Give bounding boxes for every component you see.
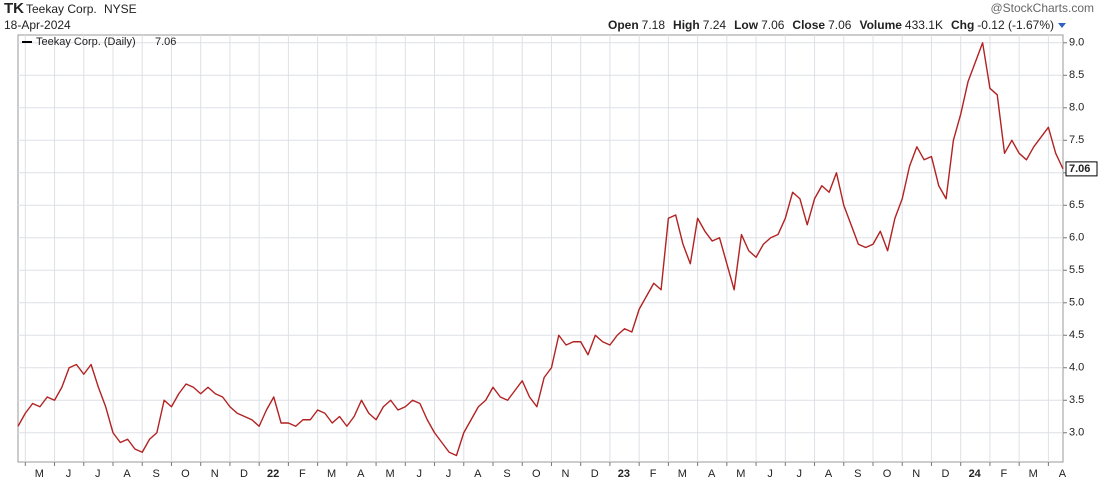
x-tick-label: M <box>385 468 394 480</box>
x-tick-label: N <box>912 468 920 480</box>
x-tick-label: A <box>474 468 482 480</box>
y-tick-label: 9.0 <box>1069 37 1084 49</box>
x-tick-label: A <box>825 468 833 480</box>
quote-value: 7.06 <box>761 18 785 32</box>
y-tick-label: 8.5 <box>1069 69 1084 81</box>
x-tick-label: J <box>66 468 72 480</box>
x-tick-label: A <box>708 468 716 480</box>
quote-bar: -0.12 (-1.67%)Chg433.1KVolume7.06Close7.… <box>608 18 1054 32</box>
price-line <box>17 42 1064 457</box>
x-tick-label: J <box>446 468 452 480</box>
x-tick-label: O <box>883 468 892 480</box>
y-tick-label: 3.5 <box>1069 394 1084 406</box>
x-tick-label: D <box>240 468 248 480</box>
x-tick-label: A <box>357 468 365 480</box>
quote-label: Chg <box>951 18 974 32</box>
x-tick-label: S <box>153 468 160 480</box>
x-tick-label: M <box>736 468 745 480</box>
grid <box>18 35 1067 466</box>
x-tick-label: F <box>650 468 657 480</box>
last-value-label: 7.06 <box>1069 163 1090 175</box>
x-tick-label: D <box>941 468 949 480</box>
y-tick-label: 5.5 <box>1069 264 1084 276</box>
y-tick-label: 4.0 <box>1069 362 1084 374</box>
x-tick-label: 24 <box>969 468 982 480</box>
x-tick-label: S <box>854 468 861 480</box>
y-tick-label: 3.0 <box>1069 427 1084 439</box>
y-tick-label: 7.5 <box>1069 134 1084 146</box>
exchange: NYSE <box>104 2 137 16</box>
dropdown-arrow[interactable] <box>1058 23 1066 28</box>
x-tick-label: F <box>299 468 306 480</box>
x-tick-label: J <box>767 468 773 480</box>
legend-last-value: 7.06 <box>155 36 176 48</box>
quote-label: Open <box>608 18 639 32</box>
x-tick-label: 23 <box>618 468 630 480</box>
plot-area <box>17 34 1064 463</box>
y-tick-label: 6.0 <box>1069 232 1084 244</box>
x-tick-label: A <box>1059 468 1067 480</box>
marks <box>17 42 1064 457</box>
quote-label: Close <box>792 18 825 32</box>
x-tick-label: J <box>95 468 101 480</box>
quote-label: High <box>673 18 700 32</box>
x-tick-label: 22 <box>267 468 279 480</box>
y-tick-label: 8.0 <box>1069 102 1084 114</box>
x-tick-label: N <box>211 468 219 480</box>
quote-label: Low <box>734 18 759 32</box>
x-tick-label: M <box>35 468 44 480</box>
x-tick-label: O <box>532 468 541 480</box>
x-tick-label: J <box>417 468 423 480</box>
quote-value: 7.24 <box>703 18 727 32</box>
y-tick-label: 4.5 <box>1069 329 1084 341</box>
x-tick-label: F <box>1001 468 1008 480</box>
x-tick-label: S <box>503 468 510 480</box>
x-tick-label: N <box>561 468 569 480</box>
quote-value: 7.18 <box>642 18 666 32</box>
symbol: TK <box>4 0 24 17</box>
quote-value: 433.1K <box>905 18 943 32</box>
x-tick-label: O <box>181 468 190 480</box>
last-value-box <box>1065 161 1098 177</box>
quote-value: -0.12 (-1.67%) <box>977 18 1054 32</box>
watermark: @StockCharts.com <box>990 1 1094 15</box>
date: 18-Apr-2024 <box>4 18 71 32</box>
quote-value: 7.06 <box>828 18 852 32</box>
y-tick-label: 5.0 <box>1069 297 1084 309</box>
quote-label: Volume <box>859 18 902 32</box>
x-tick-label: M <box>678 468 687 480</box>
x-tick-label: M <box>327 468 336 480</box>
x-tick-label: A <box>123 468 131 480</box>
x-tick-label: M <box>1029 468 1038 480</box>
legend-label: Teekay Corp. (Daily) <box>36 36 136 48</box>
y-tick-label: 6.5 <box>1069 199 1084 211</box>
x-tick-label: D <box>591 468 599 480</box>
x-tick-label: J <box>797 468 803 480</box>
company: Teekay Corp. <box>26 2 97 16</box>
